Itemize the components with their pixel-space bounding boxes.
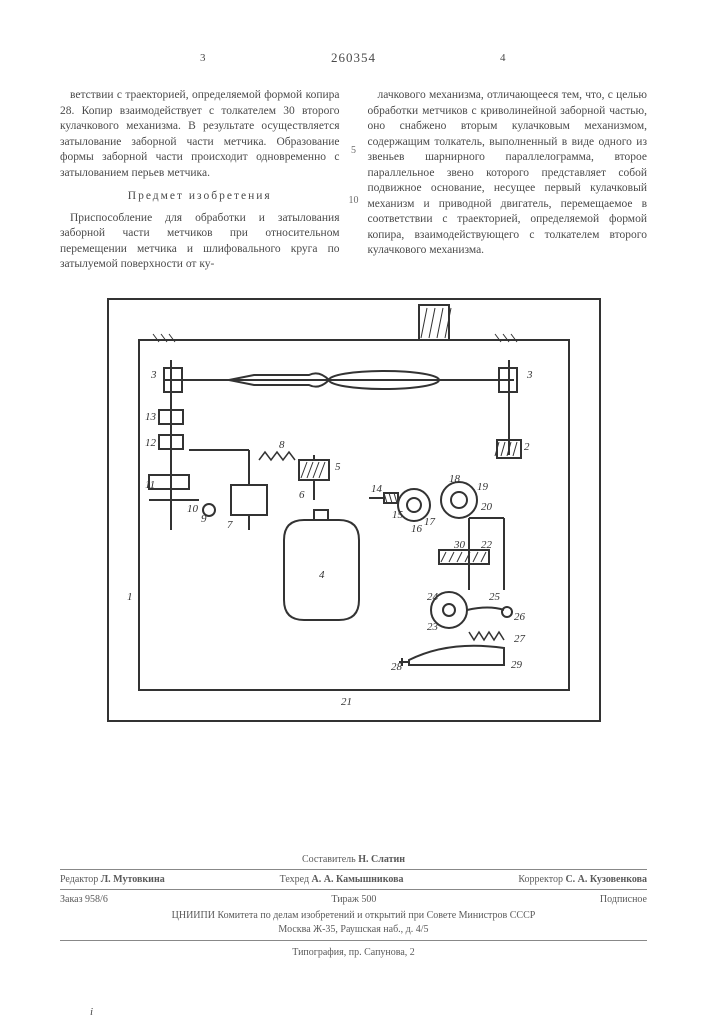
right-para-text: лачкового механизма, отличающееся тем, ч… bbox=[368, 89, 648, 256]
corrector-name: С. А. Кузовенкова bbox=[565, 874, 647, 885]
svg-text:10: 10 bbox=[187, 503, 199, 515]
svg-text:4: 4 bbox=[319, 569, 325, 581]
svg-text:15: 15 bbox=[392, 509, 404, 521]
figure-frame: 1 2 3 3 4 5 6 7 8 9 10 11 12 13 14 15 16… bbox=[107, 298, 601, 722]
mechanical-diagram: 1 2 3 3 4 5 6 7 8 9 10 11 12 13 14 15 16… bbox=[109, 300, 599, 720]
typography-line: Типография, пр. Сапунова, 2 bbox=[60, 947, 647, 958]
svg-text:3: 3 bbox=[526, 369, 533, 381]
svg-text:11: 11 bbox=[145, 479, 155, 491]
footer-rule-3 bbox=[60, 940, 647, 941]
corrector-label: Корректор bbox=[518, 874, 563, 885]
svg-text:13: 13 bbox=[145, 411, 157, 423]
svg-text:8: 8 bbox=[279, 439, 285, 451]
order-number: Заказ 958/6 bbox=[60, 894, 108, 905]
corrector-block: Корректор С. А. Кузовенкова bbox=[518, 874, 647, 885]
svg-text:30: 30 bbox=[453, 539, 466, 551]
svg-text:22: 22 bbox=[481, 539, 493, 551]
editor-block: Редактор Л. Мутовкина bbox=[60, 874, 165, 885]
svg-text:21: 21 bbox=[341, 696, 352, 708]
editor-label: Редактор bbox=[60, 874, 98, 885]
figure-caption-i: i bbox=[90, 1006, 93, 1018]
right-column: лачкового механизма, отличающееся тем, ч… bbox=[368, 88, 648, 276]
footer-rule-1 bbox=[60, 869, 647, 870]
tirage: Тираж 500 bbox=[331, 894, 376, 905]
svg-text:26: 26 bbox=[514, 611, 526, 623]
page: 260354 3 4 5 10 ветствии с траекторией, … bbox=[0, 0, 707, 1000]
svg-text:20: 20 bbox=[481, 501, 493, 513]
tech-block: Техред А. А. Камышникова bbox=[280, 874, 404, 885]
svg-text:1: 1 bbox=[127, 591, 133, 603]
footer-rule-2 bbox=[60, 889, 647, 890]
svg-text:24: 24 bbox=[427, 591, 439, 603]
tech-name: А. А. Камышникова bbox=[312, 874, 404, 885]
line-number-10: 10 bbox=[349, 195, 359, 206]
svg-text:7: 7 bbox=[227, 519, 233, 531]
svg-text:5: 5 bbox=[335, 461, 341, 473]
svg-text:16: 16 bbox=[411, 523, 423, 535]
svg-text:9: 9 bbox=[201, 513, 207, 525]
svg-text:12: 12 bbox=[145, 437, 157, 449]
column-number-right: 4 bbox=[500, 52, 506, 64]
svg-text:6: 6 bbox=[299, 489, 305, 501]
compiler-name: Н. Слатин bbox=[358, 854, 405, 865]
svg-text:23: 23 bbox=[427, 621, 439, 633]
svg-text:27: 27 bbox=[514, 633, 526, 645]
left-column: ветствии с траекторией, определяемой фор… bbox=[60, 88, 340, 276]
patent-number: 260354 bbox=[60, 50, 647, 66]
org-line-1: ЦНИИПИ Комитета по делам изобретений и о… bbox=[60, 909, 647, 923]
svg-text:3: 3 bbox=[150, 369, 157, 381]
right-para-1: лачкового механизма, отличающееся тем, ч… bbox=[368, 88, 648, 259]
org-block: ЦНИИПИ Комитета по делам изобретений и о… bbox=[60, 909, 647, 936]
roles-line: Редактор Л. Мутовкина Техред А. А. Камыш… bbox=[60, 874, 647, 885]
svg-text:14: 14 bbox=[371, 483, 383, 495]
footer: Составитель Н. Слатин Редактор Л. Мутовк… bbox=[60, 854, 647, 958]
invention-subject-heading: Предмет изобретения bbox=[60, 189, 340, 205]
tech-label: Техред bbox=[280, 874, 309, 885]
svg-text:28: 28 bbox=[391, 661, 403, 673]
org-line-2: Москва Ж-35, Раушская наб., д. 4/5 bbox=[60, 923, 647, 937]
svg-text:25: 25 bbox=[489, 591, 501, 603]
compiler-line: Составитель Н. Слатин bbox=[60, 854, 647, 865]
svg-text:18: 18 bbox=[449, 473, 461, 485]
svg-text:29: 29 bbox=[511, 659, 523, 671]
text-columns: ветствии с траекторией, определяемой фор… bbox=[60, 88, 647, 276]
order-line: Заказ 958/6 Тираж 500 Подписное bbox=[60, 894, 647, 905]
left-para-1: ветствии с траекторией, определяемой фор… bbox=[60, 88, 340, 181]
line-number-5: 5 bbox=[351, 145, 356, 156]
compiler-label: Составитель bbox=[302, 854, 356, 865]
svg-text:19: 19 bbox=[477, 481, 489, 493]
editor-name: Л. Мутовкина bbox=[101, 874, 165, 885]
podpisnoe: Подписное bbox=[600, 894, 647, 905]
column-number-left: 3 bbox=[200, 52, 206, 64]
left-para-2: Приспособление для обработки и затылован… bbox=[60, 211, 340, 273]
svg-text:2: 2 bbox=[524, 441, 530, 453]
svg-text:17: 17 bbox=[424, 516, 436, 528]
